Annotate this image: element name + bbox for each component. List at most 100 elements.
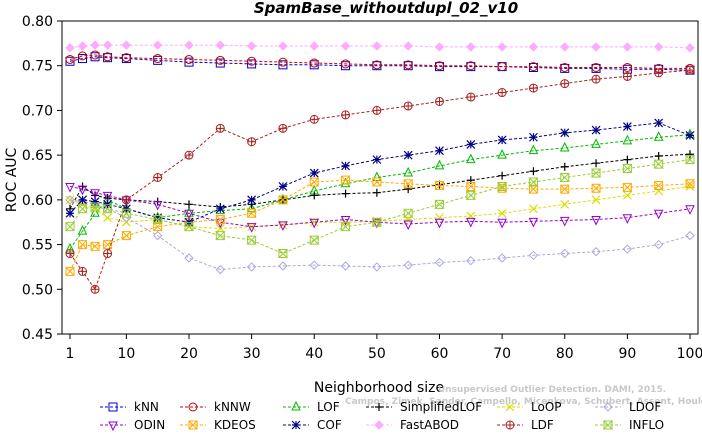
series-inflo bbox=[64, 155, 696, 259]
point-ldf bbox=[497, 88, 507, 98]
legend-marker-knn bbox=[108, 402, 118, 412]
series-knnw bbox=[65, 50, 695, 73]
point-fastabod bbox=[340, 41, 351, 51]
point-ldf bbox=[278, 123, 288, 133]
point-inflo bbox=[183, 222, 195, 232]
point-knnw bbox=[215, 55, 225, 65]
point-ldof bbox=[622, 244, 633, 254]
point-lof bbox=[77, 225, 88, 235]
point-odin bbox=[372, 218, 382, 229]
point-cof bbox=[65, 208, 75, 218]
point-ldof bbox=[340, 261, 351, 271]
point-simplifiedlof bbox=[404, 185, 413, 194]
point-knnw bbox=[591, 63, 601, 73]
legend-label-odin: ODIN bbox=[134, 418, 165, 432]
point-knnw bbox=[528, 62, 538, 72]
point-kdeos bbox=[103, 240, 113, 250]
legend-marker-kdeos bbox=[188, 420, 198, 430]
point-kdeos bbox=[466, 181, 476, 191]
point-simplifiedlof bbox=[592, 159, 601, 168]
point-ldof bbox=[591, 247, 601, 257]
x-tick-label: 1 bbox=[66, 346, 75, 362]
point-kdeos bbox=[497, 183, 507, 193]
series-line-odin bbox=[69, 185, 691, 228]
x-tick-label: 40 bbox=[305, 346, 323, 362]
point-odin bbox=[77, 185, 88, 196]
point-odin bbox=[309, 218, 320, 229]
legend-item-loop: LoOP bbox=[497, 400, 562, 414]
point-loop bbox=[65, 195, 75, 205]
point-ldof bbox=[278, 261, 288, 271]
point-knnw bbox=[403, 60, 413, 70]
x-tick-label: 20 bbox=[180, 346, 198, 362]
legend-label-ldof: LDOF bbox=[629, 400, 661, 414]
point-lof bbox=[434, 159, 445, 170]
point-kdeos bbox=[591, 183, 601, 193]
point-knnw bbox=[560, 63, 570, 73]
point-kdeos bbox=[434, 181, 444, 191]
point-ldf bbox=[309, 114, 319, 124]
point-fastabod bbox=[152, 40, 163, 50]
point-odin bbox=[246, 223, 257, 233]
plot-area-frame bbox=[61, 20, 699, 335]
y-axis-label: ROC AUC bbox=[4, 147, 20, 212]
y-axis: 0.45 0.50 0.55 0.60 0.65 0.70 0.75 0.80 bbox=[22, 14, 62, 343]
point-lof bbox=[246, 202, 257, 213]
point-odin bbox=[591, 216, 601, 226]
legend-item-kdeos: KDEOS bbox=[180, 418, 256, 432]
point-ldof bbox=[466, 255, 476, 266]
point-odin bbox=[65, 182, 75, 193]
point-inflo bbox=[496, 181, 508, 191]
legend: kNN kNNW LOF SimplifiedLOF LoOP LDOF ODIN KDEOS… bbox=[100, 400, 664, 432]
point-knnw bbox=[247, 56, 257, 66]
series-line-knnw bbox=[69, 54, 690, 69]
point-ldf bbox=[434, 96, 444, 106]
point-fastabod bbox=[622, 42, 633, 52]
point-fastabod bbox=[121, 40, 132, 50]
point-odin bbox=[102, 191, 113, 202]
legend-label-simplifiedlof: SimplifiedLOF bbox=[400, 400, 482, 414]
point-knn bbox=[78, 54, 88, 64]
point-lof bbox=[528, 144, 539, 155]
point-fastabod bbox=[466, 42, 476, 52]
legend-label-ldf: LDF bbox=[531, 418, 554, 432]
point-ldof bbox=[246, 262, 257, 272]
point-ldof bbox=[152, 230, 163, 241]
point-cof bbox=[403, 150, 413, 160]
point-lof bbox=[215, 204, 226, 215]
legend-label-knn: kNN bbox=[134, 400, 159, 414]
point-fastabod bbox=[497, 42, 507, 52]
legend-marker-ldf bbox=[505, 420, 515, 430]
point-kdeos bbox=[65, 266, 75, 276]
point-ldof bbox=[685, 230, 695, 241]
point-odin bbox=[184, 209, 194, 220]
point-lof bbox=[372, 171, 382, 181]
legend-marker-lof bbox=[291, 400, 301, 411]
legend-item-fastabod: FastABOD bbox=[366, 418, 459, 432]
point-fastabod bbox=[560, 42, 570, 52]
point-knnw bbox=[341, 59, 351, 69]
point-cof bbox=[685, 131, 695, 140]
point-cof bbox=[341, 161, 350, 171]
point-inflo bbox=[402, 208, 414, 218]
series-line-cof bbox=[69, 122, 691, 223]
point-ldof bbox=[653, 239, 664, 250]
point-ldf bbox=[103, 249, 113, 259]
point-cof bbox=[435, 146, 444, 156]
point-ldof bbox=[309, 260, 319, 270]
point-simplifiedlof bbox=[686, 150, 694, 159]
point-inflo bbox=[102, 204, 113, 214]
legend-label-inflo: INFLO bbox=[629, 418, 664, 432]
point-inflo bbox=[465, 190, 477, 200]
point-kdeos bbox=[121, 231, 131, 241]
point-fastabod bbox=[278, 41, 288, 51]
point-knnw bbox=[372, 60, 382, 70]
point-knnw bbox=[153, 54, 163, 64]
point-lof bbox=[497, 149, 507, 159]
point-kdeos bbox=[341, 175, 351, 185]
point-odin bbox=[622, 214, 633, 224]
point-odin bbox=[528, 217, 539, 228]
legend-item-cof: COF bbox=[283, 418, 342, 432]
point-cof bbox=[78, 195, 87, 205]
legend-item-lof: LOF bbox=[283, 400, 340, 414]
